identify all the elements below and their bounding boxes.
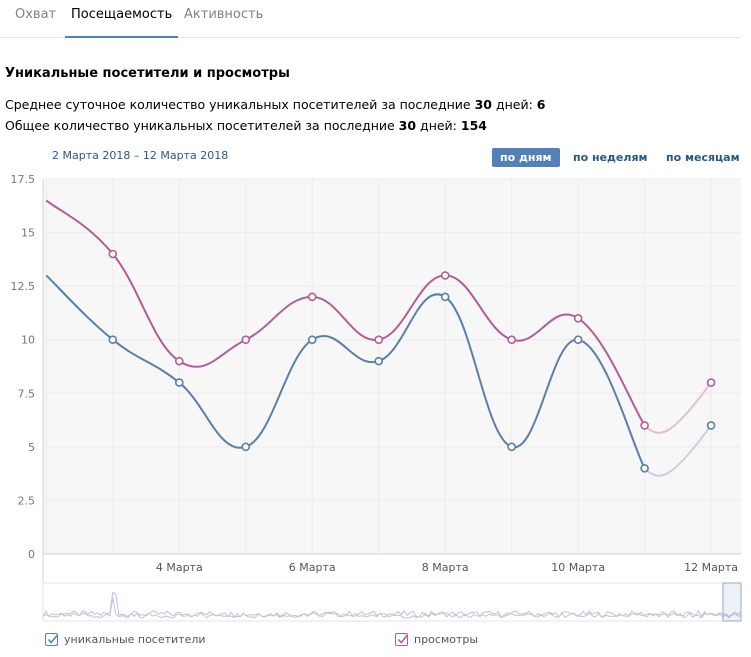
visitors-point (640, 463, 649, 473)
tab-attendance[interactable]: Посещаемость (65, 0, 179, 38)
period-months-button[interactable]: по месяцам (666, 151, 740, 164)
views-point (108, 249, 118, 259)
x-tick-label: 12 Марта (684, 561, 738, 574)
y-tick-label: 12.5 (11, 280, 36, 293)
views-series-line (45, 199, 646, 426)
x-tick-label: 10 Марта (551, 561, 605, 574)
views-point (640, 421, 649, 430)
date-range-label[interactable]: 2 Марта 2018 – 12 Марта 2018 (52, 149, 229, 162)
total-stat-value: 154 (460, 118, 487, 133)
legend-visitors-checkbox[interactable] (45, 633, 58, 646)
visitors-point (440, 292, 450, 302)
y-tick-label: 2.5 (18, 494, 36, 507)
total-visitors-stat: Общее количество уникальных посетителей … (5, 118, 487, 133)
avg-stat-days: 30 (474, 97, 492, 112)
views-point (440, 271, 450, 280)
tab-bar: Охват Посещаемость Активность (0, 0, 741, 38)
visitors-point (573, 335, 583, 345)
legend-visitors-label: уникальные посетители (64, 633, 206, 646)
x-tick-label: 8 Марта (422, 561, 469, 574)
y-tick-label: 5 (28, 441, 35, 454)
navigator-selection-window (722, 582, 742, 622)
section-title: Уникальные посетители и просмотры (5, 66, 290, 81)
y-tick-label: 0 (28, 548, 35, 561)
plot-area (43, 179, 741, 554)
visitors-point (706, 421, 716, 430)
visitors-point (307, 335, 317, 345)
avg-visitors-stat: Среднее суточное количество уникальных п… (5, 97, 546, 112)
total-stat-prefix: Общее количество уникальных посетителей … (5, 118, 399, 133)
line-chart: 0 2.5 5 7.5 10 12.5 15 17.5 4 Марта 6 Марта 8 Март… (11, 173, 742, 622)
tab-activity[interactable]: Активность (184, 7, 264, 22)
views-point (307, 292, 317, 302)
legend-views-checkbox[interactable] (395, 633, 408, 646)
tab-reach[interactable]: Охват (15, 7, 57, 22)
views-point (573, 313, 583, 323)
views-point (174, 356, 184, 366)
visitors-series-tail (643, 424, 712, 477)
x-tick-label: 4 Марта (156, 561, 203, 574)
check-icon (397, 634, 408, 644)
views-point (507, 335, 516, 345)
visitors-point (174, 378, 184, 387)
avg-stat-middle: дней: (492, 97, 537, 112)
navigator-views-line (42, 591, 742, 618)
navigator-visitors-line (42, 597, 742, 619)
avg-stat-value: 6 (536, 97, 546, 112)
legend-views-label: просмотры (414, 633, 479, 646)
total-stat-middle: дней: (416, 118, 461, 133)
avg-stat-prefix: Среднее суточное количество уникальных п… (5, 97, 475, 112)
visitors-point (241, 442, 251, 452)
visitors-point (374, 356, 384, 366)
views-series-tail (643, 381, 712, 434)
y-tick-label: 7.5 (18, 387, 36, 400)
views-point (706, 378, 716, 387)
y-tick-label: 10 (21, 334, 35, 347)
check-icon (47, 634, 58, 644)
views-point (241, 335, 251, 345)
y-tick-label: 17.5 (11, 173, 36, 186)
views-point (374, 335, 384, 345)
total-stat-days: 30 (398, 118, 417, 133)
period-weeks-button[interactable]: по неделям (573, 151, 648, 164)
period-days-button[interactable]: по дням (492, 148, 560, 167)
visitors-point (507, 442, 516, 452)
y-tick-label: 15 (21, 227, 35, 240)
x-tick-label: 6 Марта (289, 561, 336, 574)
visitors-point (108, 335, 118, 345)
